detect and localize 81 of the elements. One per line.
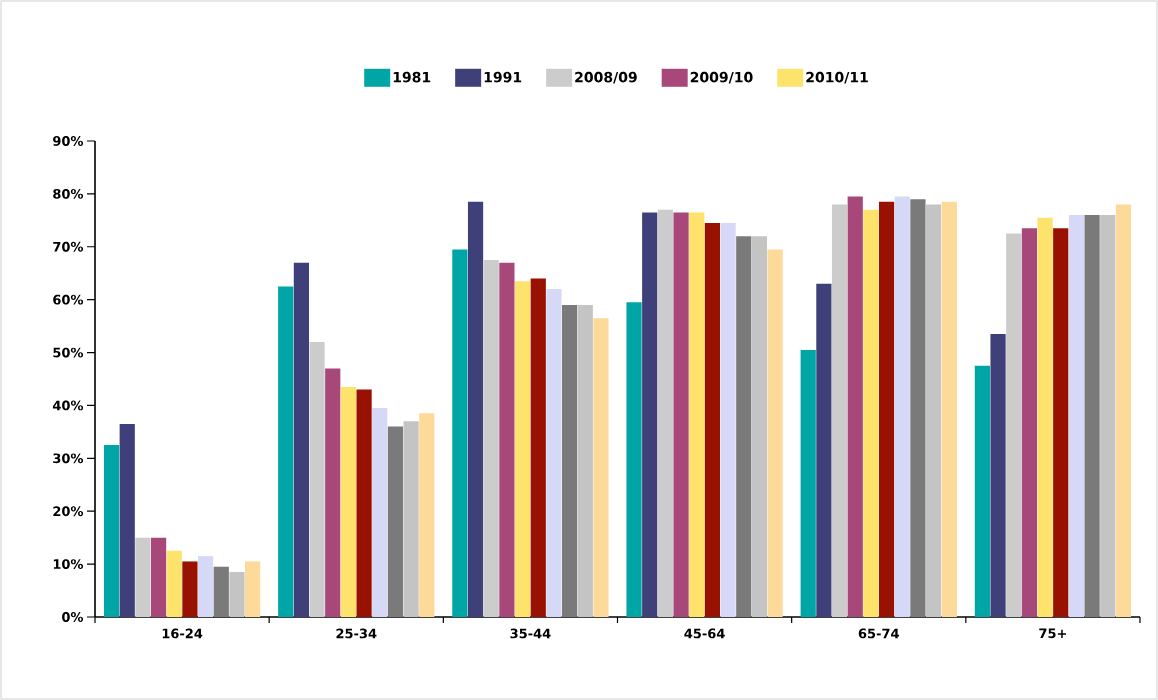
legend-label: 2010/11	[806, 71, 868, 84]
bar	[562, 304, 578, 617]
bar	[736, 236, 752, 617]
bar	[878, 201, 895, 617]
bar	[150, 537, 167, 617]
bar	[372, 408, 388, 617]
y-tick-label: 20%	[53, 506, 84, 517]
x-tick-label: 35-44	[510, 628, 551, 639]
bar	[356, 389, 372, 617]
y-tick-label: 90%	[53, 136, 84, 146]
bar	[467, 201, 484, 617]
legend-label: 1991	[484, 71, 522, 83]
bar	[293, 262, 309, 617]
y-tick-label: 80%	[53, 188, 84, 199]
legend-label: 1981	[393, 71, 431, 83]
bar	[499, 262, 515, 617]
bar	[325, 368, 341, 617]
y-tick-label: 70%	[53, 241, 84, 252]
bar	[213, 566, 229, 617]
bar	[704, 222, 721, 617]
y-tick-label: 60%	[53, 294, 84, 305]
bar	[910, 199, 926, 617]
bar	[278, 286, 294, 617]
bar	[673, 212, 689, 617]
bar	[1084, 215, 1100, 617]
x-tick-label: 65-74	[858, 628, 899, 639]
bar	[309, 341, 325, 617]
bar	[800, 349, 816, 617]
bar	[1006, 233, 1022, 617]
bar	[816, 283, 832, 617]
bar	[767, 249, 783, 617]
bar	[863, 209, 879, 617]
y-tick-label: 40%	[52, 400, 84, 411]
bar	[577, 304, 593, 617]
bar	[1115, 204, 1132, 617]
bar	[103, 445, 120, 617]
y-tick-label: 10%	[53, 559, 84, 570]
bar	[847, 196, 863, 617]
bar	[642, 212, 658, 617]
y-tick-label: 0%	[62, 612, 84, 622]
y-tick-label: 30%	[53, 453, 84, 464]
bar	[990, 334, 1006, 617]
bar	[1100, 215, 1116, 617]
bar	[119, 423, 135, 617]
bar	[751, 236, 768, 617]
bar	[530, 278, 546, 617]
bar	[182, 561, 198, 617]
bar	[1053, 228, 1069, 617]
x-tick-label: 16-24	[162, 628, 203, 639]
bar	[1021, 228, 1037, 617]
x-tick-label: 75+	[1039, 628, 1067, 639]
bar	[546, 289, 562, 617]
bar	[229, 572, 245, 617]
bar	[1037, 217, 1053, 617]
bar	[245, 561, 261, 617]
bar	[403, 421, 419, 617]
bar	[626, 302, 642, 617]
bar	[593, 318, 609, 617]
bar	[974, 365, 990, 617]
legend-label: 2008/09	[575, 71, 637, 84]
bar	[166, 550, 182, 617]
bar	[419, 413, 435, 617]
bar	[514, 281, 531, 617]
bar	[689, 212, 705, 617]
bar	[926, 204, 942, 617]
bar	[483, 259, 499, 617]
bar	[720, 222, 736, 617]
bar	[387, 426, 404, 617]
bar	[831, 204, 848, 617]
x-tick-label: 45-64	[684, 628, 725, 639]
bar	[198, 556, 214, 617]
bar	[1068, 215, 1085, 617]
bar	[135, 537, 151, 617]
bar	[657, 209, 673, 617]
y-tick-label: 50%	[53, 347, 84, 358]
bar	[894, 196, 910, 617]
bar	[452, 249, 468, 617]
x-tick-label: 25-34	[336, 628, 377, 639]
legend-label: 2009/10	[690, 71, 753, 84]
bar	[941, 201, 957, 617]
bar	[340, 386, 357, 617]
